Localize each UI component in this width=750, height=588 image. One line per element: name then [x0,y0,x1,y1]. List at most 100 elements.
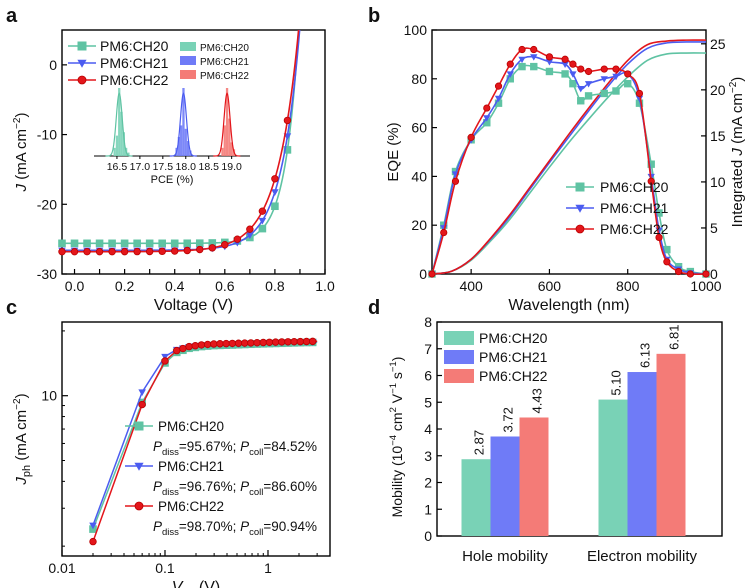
legend-label: PM6:CH21 [158,459,224,474]
inset-fit [169,92,197,157]
legend-marker [134,501,144,511]
x-tick-label: 0.8 [265,278,285,294]
y-label-sub: ph [21,465,33,477]
inset-bar [113,147,116,156]
y2-tick-label: 0 [710,266,718,282]
y-tick-label: 0 [49,57,57,73]
p-coll-label: P [240,519,249,534]
legend-label: PM6:CH21 [100,55,169,71]
y-tick-label: 100 [404,22,428,38]
bar-value-label: 6.13 [637,343,652,368]
p-diss-sub: diss [162,527,179,538]
y-label-j: J [13,477,30,486]
eqe-point [569,79,577,88]
jv-point [158,239,166,248]
legend-marker [575,204,585,213]
y-tick-label: 1 [424,501,432,517]
eqe-point [518,56,526,64]
integrated-curve [431,39,707,275]
jph-point [308,337,317,346]
y-tick-label: -30 [37,266,57,282]
jph-point [216,340,224,348]
eqe-point [647,160,655,168]
p-coll-label: P [240,479,249,494]
y-tick-label: 40 [411,168,427,184]
y-tick-label: 5 [424,394,432,410]
y2-tick-label: 5 [710,220,718,236]
y-label-exp: −2 [12,398,23,410]
bar-value-label: 2.87 [471,430,486,455]
panel-label: b [368,5,380,27]
y-tick-label: 60 [411,120,427,136]
eqe-point [506,60,514,68]
inset-bar [180,125,183,156]
jph-point [222,339,230,348]
y-label-exp: −1 [388,361,399,372]
y2-tick-label: 10 [710,174,726,190]
legend-label: PM6:CH21 [600,200,669,216]
y2-tick-label: 15 [710,128,726,144]
y2-label-close: ) [729,77,746,82]
jv-point [271,202,279,211]
p-coll-val: =84.52% [263,439,317,454]
jph-point [296,337,305,346]
y2-label-pre: Integrated [729,156,746,228]
mobility-bar [656,353,686,536]
jv-point [108,247,116,256]
legend-p-values: Pdiss=96.76%; Pcoll=86.60% [153,479,317,498]
eqe-point [702,270,710,278]
legend-label: PM6:CH20 [158,419,224,434]
x-axis-label: Veff (V) [172,579,220,588]
y-label-s: s [389,372,405,383]
jph-point [89,537,97,546]
jv-point [120,247,129,256]
jv-point [133,239,141,248]
x-tick-label: 600 [538,278,562,294]
jv-point [133,247,141,256]
eqe-point [467,133,475,141]
x-tick-label: 0.1 [155,560,175,576]
y-axis-label-exp: −2 [12,117,23,129]
jph-point [228,339,237,348]
eqe-point [635,95,644,103]
jv-point [283,116,292,125]
jph-point [278,338,286,346]
eqe-point [569,60,577,68]
legend-label: PM6:CH20 [100,38,169,54]
panel-c: c 0.01 0.1 1 10 Veff (V) Jph (mA cm−2) PM6:CH20… [6,297,331,588]
panel-label: c [6,297,17,319]
y-tick-label: 2 [424,475,432,491]
p-coll-val: =86.60% [263,479,317,494]
p-diss-sub: diss [162,487,179,498]
x-tick-label: 1 [264,560,272,576]
p-coll-sub: coll [249,527,263,538]
eqe-point [600,89,608,98]
jv-point [183,246,191,255]
panel-a: a 0.0 0.2 0.4 0.6 0.8 1.0 0 -10 -20 -30 Voltage (V)… [6,5,335,314]
eqe-point [494,82,503,90]
p-diss-label: P [153,439,162,454]
jv-point [246,232,254,240]
legend-swatch [444,350,474,364]
legend-label: PM6:CH22 [479,368,548,384]
jv-point [196,245,204,254]
jv-point [95,239,104,248]
category-label: Electron mobility [587,548,698,565]
eqe-point [655,233,663,241]
y2-label-exp: −2 [728,81,739,93]
inset-fit [105,92,133,157]
inset-bar [228,118,231,156]
x-axis-label: Wavelength (nm) [508,297,629,314]
y-tick-label: -20 [37,196,57,212]
jph-point [191,342,199,350]
eqe-point [518,62,526,71]
legend-label: PM6:CH22 [158,499,224,514]
legend-marker [134,421,144,431]
inset-legend-swatch [180,56,196,65]
jph-point [265,338,274,346]
y-tick-label: 7 [424,341,432,357]
eqe-point [440,228,448,237]
p-coll-sub: coll [249,447,263,458]
eqe-point [612,65,620,73]
